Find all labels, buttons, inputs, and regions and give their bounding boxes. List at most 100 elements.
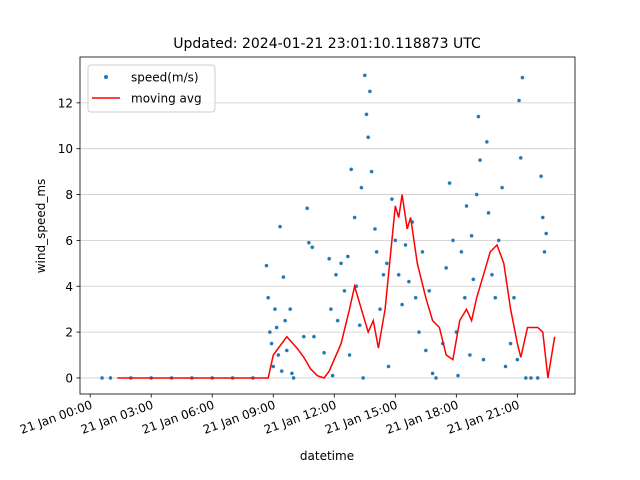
data-point [328,306,334,312]
data-point [542,249,547,255]
data-point [349,167,354,172]
data-point [364,112,369,117]
data-point [515,357,520,362]
data-point [518,155,523,161]
data-point [481,357,486,362]
moving-average-line [117,194,556,379]
data-point [289,371,295,376]
data-point [464,203,469,209]
data-point [338,261,344,266]
data-point [396,272,401,277]
data-point [269,341,274,346]
data-point [360,375,366,381]
data-point [399,302,405,307]
data-point [535,375,540,381]
data-point [489,272,495,277]
legend-label: speed(m/s) [131,71,199,85]
y-tick-label: 10 [58,142,73,156]
legend: speed(m/s) moving avg [87,64,216,113]
y-tick-label: 4 [65,280,73,294]
data-point [499,185,505,190]
data-point [277,224,283,229]
data-point [321,350,327,355]
data-point [301,334,306,339]
data-point [291,375,296,381]
data-point [267,329,273,335]
y-tick-label: 6 [65,234,73,248]
legend-swatch [104,75,108,79]
data-point [335,318,340,323]
data-point [427,288,432,294]
data-point [99,375,105,381]
data-point [474,192,479,197]
data-point [333,272,339,277]
data-point [467,352,473,358]
data-point [413,295,418,300]
data-point [271,364,276,369]
data-point [372,226,378,232]
data-point [516,98,522,103]
data-point [511,295,517,300]
data-point [477,157,483,163]
data-point [284,348,290,353]
data-point [326,256,332,261]
data-point [471,277,476,282]
y-tick-label: 2 [65,326,73,340]
data-point [433,375,439,381]
legend-label: moving avg [131,92,202,106]
data-point [384,261,390,266]
data-point [469,233,474,239]
data-point [543,231,549,236]
data-point [484,139,490,145]
data-point [330,373,335,378]
data-point [369,169,374,174]
data-point [288,306,293,312]
data-point [265,295,271,300]
data-point [365,135,371,140]
data-point [523,375,529,381]
y-tick-label: 0 [65,371,73,385]
data-point [493,295,498,300]
data-point [420,249,425,255]
data-point [462,295,468,300]
data-point [279,368,284,374]
data-point [374,249,379,255]
data-point [403,242,408,248]
data-point [342,288,347,294]
axes-frame [79,56,576,395]
data-point [311,334,317,339]
data-point [459,249,464,255]
data-point [272,306,278,312]
data-point [416,329,422,335]
data-point [540,215,545,220]
data-point [282,318,288,323]
data-point [447,180,452,186]
data-point [386,364,391,369]
data-point [352,215,357,220]
data-point [274,325,279,330]
data-point [345,254,351,259]
data-point [362,73,367,78]
data-point [304,206,310,211]
data-point [359,185,364,190]
data-point [476,114,481,119]
y-axis-label: wind_speed_ms [34,179,48,274]
data-point [377,306,383,312]
data-point [430,371,435,376]
data-point [367,89,373,94]
data-point [264,263,269,268]
data-point [520,75,525,80]
data-point [381,272,386,277]
data-point [496,238,501,243]
data-point [347,352,352,358]
data-point [528,375,534,381]
data-point [393,238,398,243]
data-point [310,245,315,250]
data-point [276,352,281,358]
data-point [538,174,544,179]
data-point [423,348,429,353]
plot-area [99,73,556,381]
data-point [450,238,456,243]
